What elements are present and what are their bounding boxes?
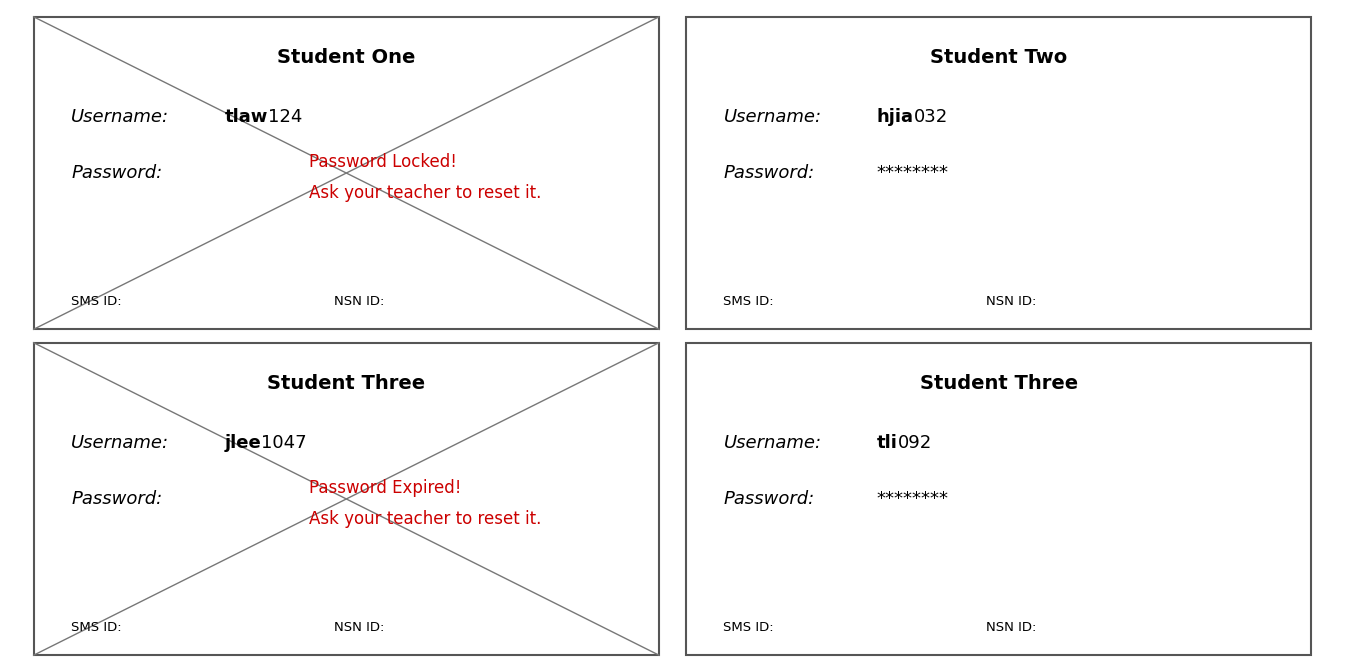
Text: SMS ID:: SMS ID: <box>724 294 775 308</box>
Text: NSN ID:: NSN ID: <box>986 620 1037 634</box>
Text: 124: 124 <box>268 108 303 126</box>
Text: Ask your teacher to reset it.: Ask your teacher to reset it. <box>309 510 541 528</box>
FancyBboxPatch shape <box>686 343 1311 655</box>
Text: Password:: Password: <box>724 164 815 182</box>
Text: Username:: Username: <box>71 108 169 126</box>
Text: ********: ******** <box>877 164 948 182</box>
Text: SMS ID:: SMS ID: <box>71 294 122 308</box>
Text: NSN ID:: NSN ID: <box>334 294 385 308</box>
FancyBboxPatch shape <box>34 343 659 655</box>
Text: Student Three: Student Three <box>268 374 425 393</box>
Text: Student One: Student One <box>277 48 416 67</box>
Text: Password:: Password: <box>71 490 163 508</box>
Text: Password:: Password: <box>71 164 163 182</box>
Text: Password Locked!: Password Locked! <box>309 153 457 171</box>
Text: NSN ID:: NSN ID: <box>334 620 385 634</box>
Text: Password:: Password: <box>724 490 815 508</box>
Text: 092: 092 <box>897 433 932 452</box>
Text: tlaw: tlaw <box>225 108 268 126</box>
Text: ********: ******** <box>877 490 948 508</box>
Text: 032: 032 <box>913 108 948 126</box>
Text: tli: tli <box>877 433 897 452</box>
Text: Username:: Username: <box>71 433 169 452</box>
Text: Student Three: Student Three <box>920 374 1077 393</box>
Text: NSN ID:: NSN ID: <box>986 294 1037 308</box>
Text: SMS ID:: SMS ID: <box>71 620 122 634</box>
Text: Ask your teacher to reset it.: Ask your teacher to reset it. <box>309 184 541 202</box>
Text: hjia: hjia <box>877 108 913 126</box>
FancyBboxPatch shape <box>34 17 659 329</box>
FancyBboxPatch shape <box>686 17 1311 329</box>
Text: SMS ID:: SMS ID: <box>724 620 775 634</box>
Text: 1047: 1047 <box>261 433 307 452</box>
Text: Student Two: Student Two <box>929 48 1068 67</box>
Text: Password Expired!: Password Expired! <box>309 479 461 497</box>
Text: Username:: Username: <box>724 433 822 452</box>
Text: Username:: Username: <box>724 108 822 126</box>
Text: jlee: jlee <box>225 433 261 452</box>
